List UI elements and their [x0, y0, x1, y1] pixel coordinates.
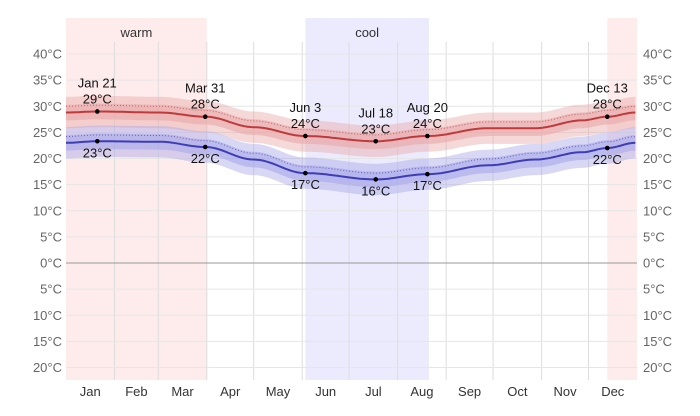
annotation-low: 16°C	[361, 183, 390, 198]
annotation-low: 17°C	[413, 178, 442, 193]
annotation-low: 23°C	[83, 145, 112, 160]
y-tick-label-right: 15°C	[643, 177, 672, 192]
month-label: Jun	[315, 384, 336, 399]
y-tick-label-left: 40°C	[33, 47, 62, 62]
y-tick-label-left: 35°C	[33, 73, 62, 88]
high-marker	[604, 114, 610, 119]
annotation-date: Jun 3	[289, 100, 321, 115]
month-label: Nov	[553, 384, 577, 399]
low-marker	[202, 144, 208, 150]
month-label: Feb	[125, 384, 147, 399]
y-tick-label-left: 20°C	[33, 360, 62, 375]
high-marker	[425, 133, 430, 139]
y-tick-label-left: 5°C	[40, 282, 62, 297]
annotation-low: 22°C	[191, 151, 220, 166]
y-tick-label-right: 10°C	[643, 308, 672, 323]
low-dotted-line	[65, 134, 636, 174]
low-marker	[604, 145, 610, 151]
month-label: Apr	[220, 384, 241, 399]
annotation-date: Dec 13	[587, 81, 628, 96]
season-band	[305, 18, 429, 380]
y-tick-label-right: 25°C	[643, 125, 672, 140]
annotation-high: 24°C	[413, 116, 442, 131]
y-tick-label-left: 15°C	[33, 177, 62, 192]
low-marker	[373, 177, 379, 182]
grid: Jan Feb Mar Apr May Jun Jul Aug Sep Oct Nov Dec 40°C…	[33, 42, 672, 399]
series-layer	[65, 95, 636, 196]
low-marker	[94, 138, 100, 144]
y-tick-label-left: 30°C	[33, 99, 62, 114]
y-tick-label-left: 5°C	[40, 229, 62, 244]
annotation-date: Jul 18	[358, 105, 393, 120]
annotation-date: Mar 31	[185, 81, 225, 96]
season-label: cool	[355, 25, 379, 40]
low-line	[66, 140, 636, 181]
annotation-low: 17°C	[291, 177, 320, 192]
y-tick-label-right: 0°C	[643, 256, 665, 271]
high-marker	[373, 138, 379, 144]
y-tick-label-right: 20°C	[643, 360, 672, 375]
y-tick-label-left: 25°C	[33, 125, 62, 140]
high-marker	[202, 114, 208, 119]
low-marker	[425, 171, 430, 177]
low-marker	[303, 170, 308, 176]
high-line	[66, 110, 636, 143]
season-label: warm	[120, 25, 153, 40]
annotation-date: Aug 20	[407, 100, 448, 115]
month-label: Aug	[410, 384, 433, 399]
month-label: Sep	[458, 384, 481, 399]
high-inner-band	[66, 103, 636, 150]
annotation-high: 23°C	[361, 121, 390, 136]
annotation-low: 22°C	[593, 152, 622, 167]
y-tick-label-left: 15°C	[33, 334, 62, 349]
month-label: Jan	[80, 384, 101, 399]
month-label: Dec	[601, 384, 625, 399]
annotation-high: 28°C	[191, 97, 220, 112]
y-tick-label-right: 20°C	[643, 151, 672, 166]
annotation-high: 29°C	[83, 91, 112, 106]
y-tick-label-right: 10°C	[643, 203, 672, 218]
y-tick-label-right: 35°C	[643, 73, 672, 88]
annotation-high: 24°C	[291, 116, 320, 131]
high-marker	[303, 133, 308, 139]
high-marker	[94, 109, 100, 114]
month-label: May	[266, 384, 291, 399]
month-label: Jul	[365, 384, 382, 399]
month-label: Oct	[507, 384, 528, 399]
month-label: Mar	[171, 384, 194, 399]
y-tick-label-right: 5°C	[643, 229, 665, 244]
y-tick-label-left: 10°C	[33, 308, 62, 323]
y-tick-label-left: 10°C	[33, 203, 62, 218]
annotation-date: Jan 21	[78, 75, 117, 90]
season-bands: warm cool	[66, 18, 637, 380]
annotation-high: 28°C	[593, 97, 622, 112]
y-tick-label-right: 30°C	[643, 99, 672, 114]
y-tick-label-right: 5°C	[643, 282, 665, 297]
y-tick-label-right: 15°C	[643, 334, 672, 349]
season-band	[66, 18, 207, 380]
y-tick-label-left: 20°C	[33, 151, 62, 166]
y-tick-label-left: 0°C	[40, 256, 62, 271]
season-band	[607, 18, 637, 380]
y-tick-label-right: 40°C	[643, 47, 672, 62]
